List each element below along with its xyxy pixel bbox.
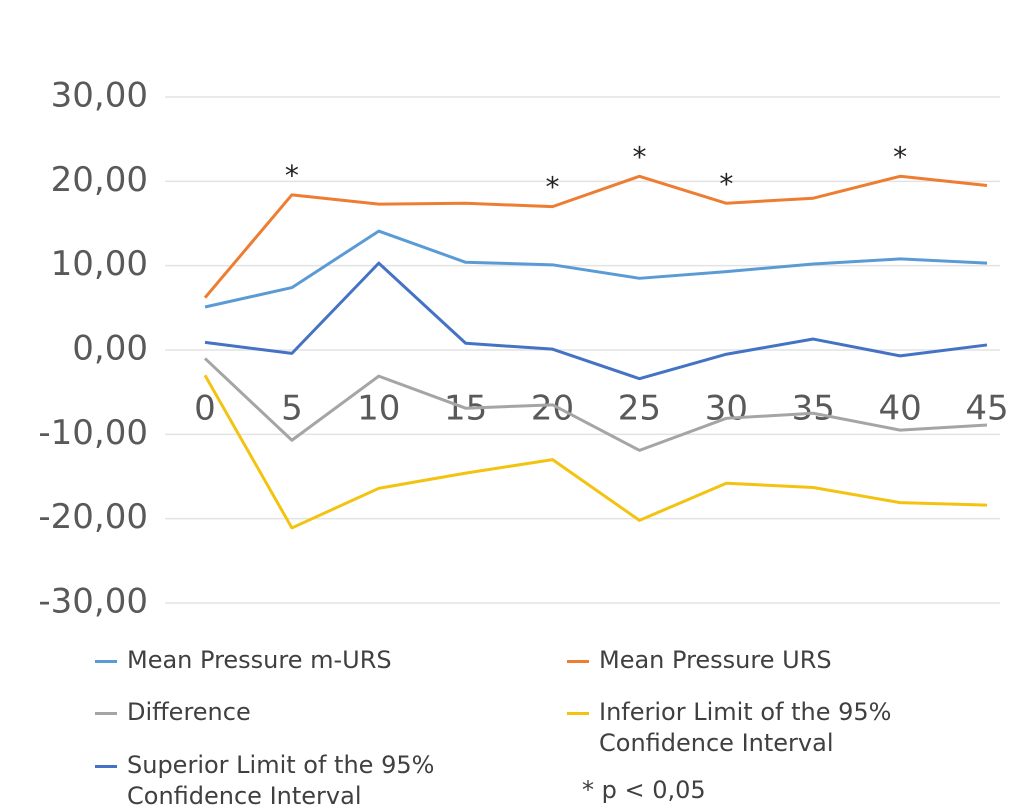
x-tick-label: 25 [618,389,661,429]
x-tick-label: 30 [705,389,748,429]
y-tick-label: 30,00 [51,76,148,116]
legend-label: Mean Pressure m-URS [127,646,392,674]
annotation: * [719,167,733,200]
legend-swatch [567,712,589,715]
legend-swatch [95,712,117,715]
legend-swatch [95,765,117,768]
series-line [204,261,988,381]
series-line [203,174,988,299]
annotation: * [632,140,646,173]
x-tick-label: 35 [792,389,835,429]
legend-swatch [95,660,117,663]
x-tick-label: 20 [531,389,574,429]
y-tick-label: -20,00 [38,497,148,537]
y-tick-label: -30,00 [38,582,148,622]
legend-swatch [567,660,589,663]
x-tick-label: 45 [965,389,1008,429]
x-tick-label: 40 [878,389,921,429]
legend-label: Superior Limit of the 95% Confidence Int… [127,751,435,810]
legend-label: Inferior Limit of the 95% Confidence Int… [599,698,892,757]
series-line [203,374,988,530]
y-tick-label: 10,00 [51,244,148,284]
y-tick-label: -10,00 [38,413,148,453]
x-tick-label: 0 [194,389,216,429]
x-tick-label: 5 [281,389,303,429]
chart: 30,00 20,00 10,00 0,00 -10,00 -20,00 -30,00 0 5 1… [38,76,1008,622]
y-tick-label: 0,00 [72,329,148,369]
note: * p < 0,05 [582,776,706,804]
series-line [204,229,988,309]
x-tick-label: 10 [357,389,400,429]
legend-label: Difference [127,698,251,726]
annotation: * [893,140,907,173]
series-line [203,357,988,452]
legend-label: Mean Pressure URS [599,646,832,674]
annotation: * [546,171,560,204]
annotation: * [285,159,299,192]
y-tick-label: 20,00 [51,160,148,200]
